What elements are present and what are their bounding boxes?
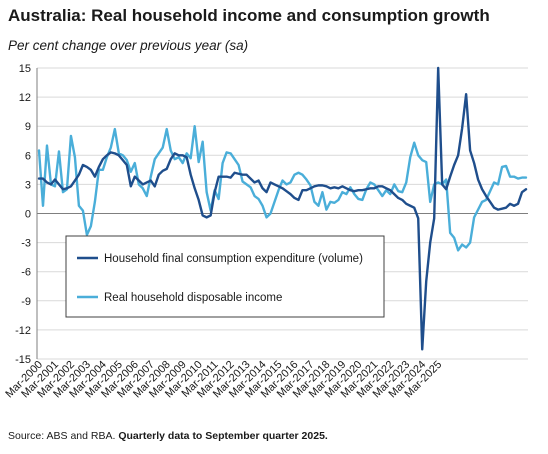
source-text: Source: ABS and RBA.	[8, 430, 116, 442]
series-lines	[37, 66, 528, 351]
y-tick-label: -6	[21, 267, 31, 279]
gridlines	[37, 67, 528, 360]
y-tick-label: 0	[25, 209, 31, 221]
legend-label-income: Real household disposable income	[104, 292, 282, 304]
legend: Household final consumption expenditure …	[65, 235, 385, 318]
y-tick-label: -15	[15, 354, 31, 366]
y-tick-label: -12	[15, 325, 31, 337]
chart-title: Australia: Real household income and con…	[8, 6, 490, 25]
y-tick-label: 12	[19, 92, 31, 104]
y-tick-label: 15	[19, 63, 31, 75]
series-line-consumption	[37, 66, 528, 351]
y-tick-label: 6	[25, 150, 31, 162]
y-axis: 15 12 9 6 3 0 -3 -6 -9 -12 -15	[15, 63, 528, 366]
legend-box	[65, 235, 385, 318]
y-tick-label: -3	[21, 238, 31, 250]
source-note: Source: ABS and RBA. Quarterly data to S…	[8, 430, 328, 442]
y-tick-label: 3	[25, 179, 31, 191]
y-tick-label: 9	[25, 121, 31, 133]
y-tick-label: -9	[21, 296, 31, 308]
x-axis: Mar-2000Mar-2001Mar-2002Mar-2003Mar-2004…	[3, 359, 444, 401]
chart-subtitle: Per cent change over previous year (sa)	[8, 38, 249, 53]
source-coverage-text: Quarterly data to September quarter 2025…	[118, 430, 328, 442]
legend-label-consumption: Household final consumption expenditure …	[104, 253, 363, 265]
series-line-income	[37, 125, 528, 252]
